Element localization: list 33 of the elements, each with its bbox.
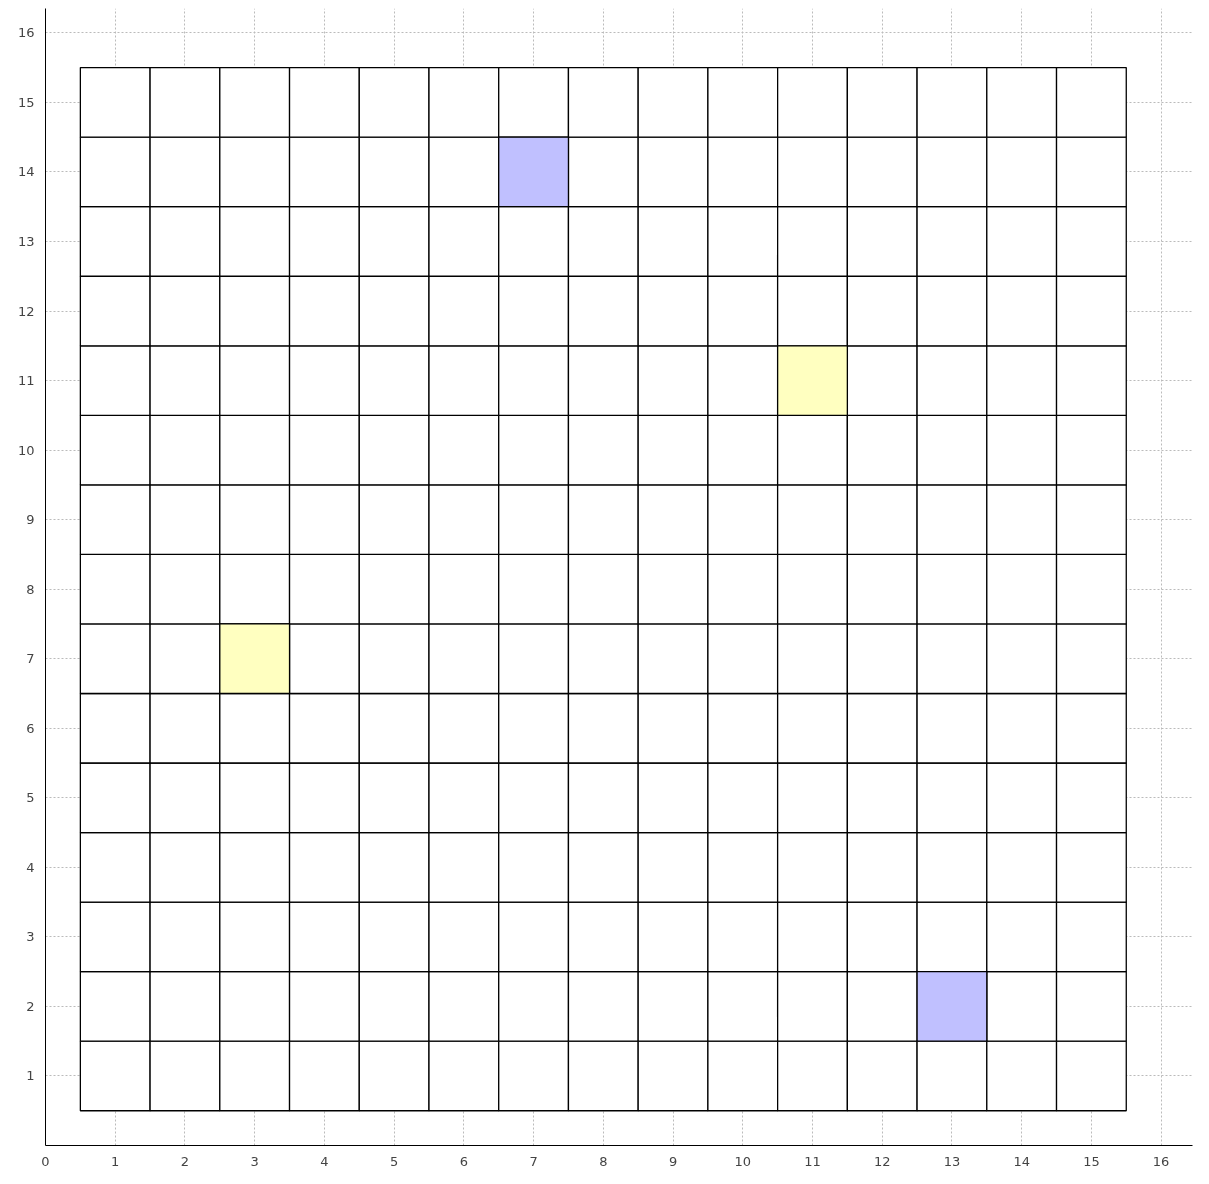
y-tick-label: 3 (26, 929, 35, 945)
y-tick-label: 6 (26, 720, 35, 736)
y-tick-label: 7 (26, 651, 35, 667)
x-tick-label: 14 (1013, 1153, 1030, 1169)
y-tick-label: 12 (17, 303, 35, 319)
x-tick-label: 10 (734, 1153, 752, 1169)
y-tick-label: 11 (17, 373, 35, 389)
x-tick-label: 12 (873, 1153, 891, 1169)
y-tick-label: 4 (26, 859, 35, 875)
x-tick-label: 7 (529, 1153, 538, 1169)
x-tick-label: 2 (180, 1153, 190, 1169)
x-tick-label: 15 (1083, 1153, 1100, 1169)
y-tick-label: 13 (17, 233, 35, 249)
y-tick-label: 16 (17, 25, 35, 41)
x-tick-label: 11 (804, 1153, 821, 1169)
y-tick-label: 5 (26, 790, 35, 806)
y-tick-label: 14 (17, 164, 35, 180)
x-tick-label: 13 (943, 1153, 961, 1169)
x-tick-label: 1 (111, 1153, 120, 1169)
y-tick-label: 10 (17, 442, 35, 458)
x-tick-label: 16 (1152, 1153, 1170, 1169)
x-tick-label: 3 (250, 1153, 259, 1169)
x-tick-label: 9 (668, 1153, 678, 1169)
x-tick-label: 8 (599, 1153, 608, 1169)
y-tick-label: 15 (17, 94, 35, 110)
y-tick-label: 9 (26, 512, 35, 528)
y-tick-label: 2 (26, 998, 35, 1014)
x-tick-label: 4 (320, 1153, 329, 1169)
x-tick-label: 5 (390, 1153, 399, 1169)
x-tick-label: 0 (41, 1153, 50, 1169)
y-tick-label: 1 (26, 1068, 35, 1084)
x-tick-label: 6 (459, 1153, 468, 1169)
y-tick-label: 8 (26, 581, 35, 597)
